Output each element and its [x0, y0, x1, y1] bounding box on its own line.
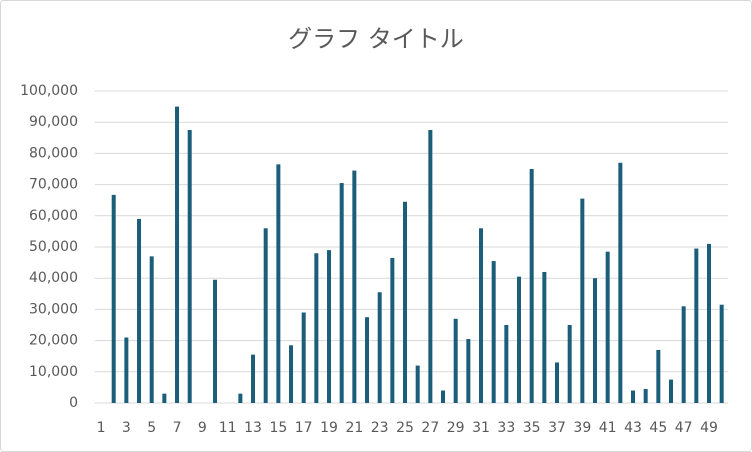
y-tick-label: 0: [69, 395, 78, 411]
bar: [251, 354, 256, 403]
chart-title: グラフ タイトル: [288, 25, 464, 53]
x-tick-label: 41: [599, 420, 617, 436]
bar: [314, 253, 319, 403]
bar: [111, 194, 116, 403]
bar: [327, 250, 332, 403]
bar: [453, 318, 458, 403]
x-tick-label: 45: [649, 420, 667, 436]
y-tick-label: 40,000: [29, 270, 78, 286]
x-tick-label: 11: [219, 420, 237, 436]
bar: [593, 278, 598, 403]
bar: [238, 393, 243, 403]
x-tick-label: 17: [295, 420, 313, 436]
y-tick-label: 70,000: [29, 177, 78, 193]
y-tick-label: 80,000: [29, 145, 78, 161]
bar: [694, 248, 699, 403]
bar: [415, 365, 420, 403]
bar: [390, 257, 395, 403]
y-tick-label: 20,000: [29, 333, 78, 349]
bar: [441, 390, 446, 403]
x-tick-label: 25: [396, 420, 414, 436]
x-tick-label: 37: [548, 420, 566, 436]
x-tick-label: 31: [472, 420, 490, 436]
bar: [542, 271, 547, 403]
bar: [352, 170, 357, 403]
bar: [669, 379, 674, 403]
bar: [403, 201, 408, 403]
y-tick-label: 50,000: [29, 239, 78, 255]
x-tick-label: 9: [198, 420, 207, 436]
x-tick-label: 35: [523, 420, 541, 436]
bar: [365, 317, 370, 403]
bar: [466, 339, 471, 403]
bar: [605, 251, 610, 403]
bar: [175, 106, 180, 403]
x-tick-label: 1: [97, 420, 106, 436]
x-tick-label: 23: [371, 420, 389, 436]
bar: [529, 169, 534, 403]
x-tick-label: 49: [700, 420, 718, 436]
y-tick-label: 100,000: [20, 83, 78, 99]
bar: [681, 306, 686, 403]
bar: [276, 164, 281, 403]
bar: [618, 162, 623, 403]
bar: [555, 362, 560, 403]
bar: [162, 393, 167, 403]
y-tick-label: 90,000: [29, 114, 78, 130]
bar: [137, 218, 142, 403]
x-tick-label: 27: [421, 420, 439, 436]
bar: [707, 243, 712, 403]
x-tick-label: 7: [173, 420, 182, 436]
bar: [428, 130, 433, 403]
x-tick-label: 39: [573, 420, 591, 436]
bar: [580, 198, 585, 403]
x-tick-label: 13: [244, 420, 262, 436]
bar: [567, 325, 572, 403]
bar: [263, 228, 268, 403]
bar: [289, 345, 294, 403]
bar: [187, 130, 192, 403]
bar: [124, 337, 129, 403]
y-tick-label: 60,000: [29, 208, 78, 224]
bar: [213, 279, 218, 403]
bar: [719, 304, 724, 403]
bar: [377, 292, 382, 403]
bar: [149, 256, 154, 403]
bar: [656, 349, 661, 403]
x-tick-label: 43: [624, 420, 642, 436]
x-tick-label: 29: [447, 420, 465, 436]
bar: [631, 390, 636, 403]
x-tick-label: 47: [675, 420, 693, 436]
x-tick-label: 15: [269, 420, 287, 436]
bar: [479, 228, 484, 403]
bar: [491, 261, 496, 403]
bar: [339, 183, 344, 403]
x-tick-label: 21: [345, 420, 363, 436]
x-tick-label: 33: [497, 420, 515, 436]
x-tick-label: 5: [147, 420, 156, 436]
y-tick-label: 30,000: [29, 301, 78, 317]
bar: [643, 388, 648, 403]
x-tick-label: 19: [320, 420, 338, 436]
bar: [517, 276, 522, 403]
x-tick-label: 3: [122, 420, 131, 436]
y-tick-label: 10,000: [29, 364, 78, 380]
bar: [504, 325, 509, 403]
bar: [301, 312, 306, 403]
